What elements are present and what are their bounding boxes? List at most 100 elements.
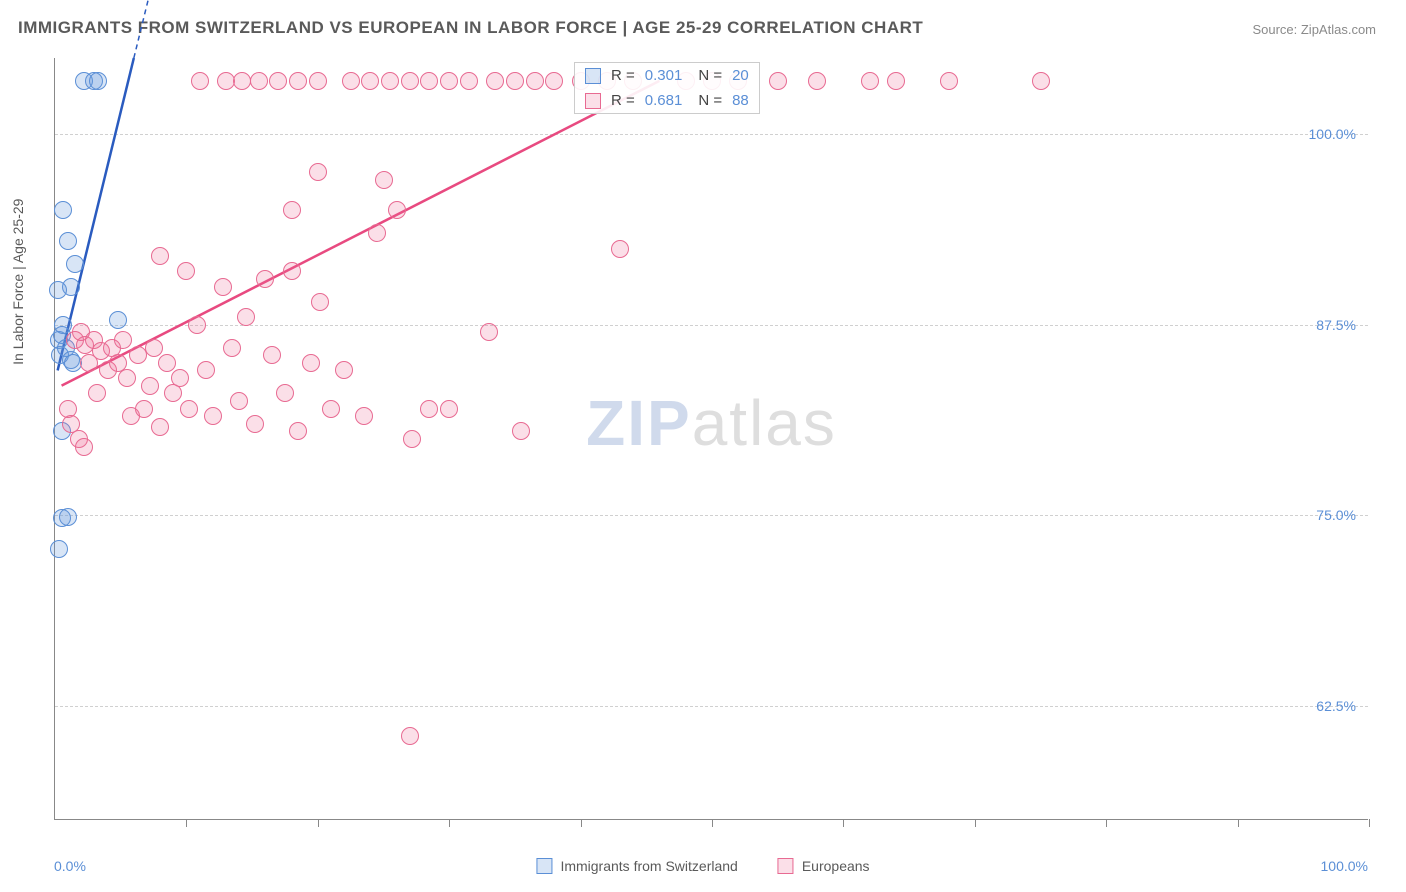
euro-point bbox=[250, 72, 268, 90]
x-tick bbox=[843, 819, 844, 827]
legend-label: Europeans bbox=[802, 858, 870, 874]
watermark-rest: atlas bbox=[692, 387, 837, 459]
euro-point bbox=[180, 400, 198, 418]
swiss-point bbox=[54, 201, 72, 219]
swiss-point bbox=[89, 72, 107, 90]
euro-point bbox=[381, 72, 399, 90]
euro-point bbox=[88, 384, 106, 402]
euro-point bbox=[309, 72, 327, 90]
euro-point bbox=[246, 415, 264, 433]
euro-point bbox=[486, 72, 504, 90]
legend-item: Europeans bbox=[778, 858, 870, 874]
x-tick bbox=[581, 819, 582, 827]
gridline bbox=[55, 134, 1368, 135]
euro-point bbox=[151, 418, 169, 436]
euro-point bbox=[197, 361, 215, 379]
euro-point bbox=[403, 430, 421, 448]
source-attribution: Source: ZipAtlas.com bbox=[1252, 22, 1376, 37]
euro-point bbox=[289, 422, 307, 440]
euro-point bbox=[283, 262, 301, 280]
plot-area: 100.0%87.5%75.0%62.5% ZIPatlas R = 0.301… bbox=[54, 58, 1368, 820]
euro-point bbox=[237, 308, 255, 326]
correlation-stats-box: R = 0.301 N = 20R = 0.681 N = 88 bbox=[574, 62, 760, 114]
euro-point bbox=[214, 278, 232, 296]
legend-label: Immigrants from Switzerland bbox=[560, 858, 737, 874]
euro-point bbox=[388, 201, 406, 219]
x-tick bbox=[318, 819, 319, 827]
y-tick-label: 87.5% bbox=[1316, 317, 1356, 333]
x-tick bbox=[1238, 819, 1239, 827]
swiss-point bbox=[50, 540, 68, 558]
legend-swatch bbox=[536, 858, 552, 874]
euro-point bbox=[440, 72, 458, 90]
legend: Immigrants from Switzerland Europeans bbox=[536, 858, 869, 874]
euro-point bbox=[141, 377, 159, 395]
x-tick bbox=[975, 819, 976, 827]
euro-point bbox=[263, 346, 281, 364]
euro-point bbox=[401, 727, 419, 745]
y-tick-label: 75.0% bbox=[1316, 507, 1356, 523]
euro-point bbox=[420, 400, 438, 418]
euro-point bbox=[545, 72, 563, 90]
stats-r-value: 0.681 bbox=[645, 92, 683, 109]
y-tick-label: 62.5% bbox=[1316, 698, 1356, 714]
euro-point bbox=[460, 72, 478, 90]
euro-point bbox=[276, 384, 294, 402]
euro-point bbox=[191, 72, 209, 90]
euro-point bbox=[322, 400, 340, 418]
euro-point bbox=[151, 247, 169, 265]
swiss-point bbox=[59, 508, 77, 526]
euro-point bbox=[512, 422, 530, 440]
euro-point bbox=[302, 354, 320, 372]
y-axis-title: In Labor Force | Age 25-29 bbox=[10, 199, 26, 365]
euro-point bbox=[256, 270, 274, 288]
euro-point bbox=[188, 316, 206, 334]
swiss-point bbox=[66, 255, 84, 273]
stats-n-label: N = bbox=[698, 92, 722, 109]
euro-point bbox=[289, 72, 307, 90]
x-tick bbox=[1369, 819, 1370, 827]
euro-point bbox=[420, 72, 438, 90]
euro-point bbox=[769, 72, 787, 90]
stats-swatch bbox=[585, 68, 601, 84]
euro-point bbox=[342, 72, 360, 90]
legend-item: Immigrants from Switzerland bbox=[536, 858, 737, 874]
gridline bbox=[55, 706, 1368, 707]
euro-point bbox=[887, 72, 905, 90]
euro-point bbox=[158, 354, 176, 372]
swiss-point bbox=[49, 281, 67, 299]
x-tick bbox=[1106, 819, 1107, 827]
euro-point bbox=[440, 400, 458, 418]
euro-point bbox=[375, 171, 393, 189]
euro-point bbox=[177, 262, 195, 280]
euro-point bbox=[368, 224, 386, 242]
gridline bbox=[55, 515, 1368, 516]
euro-point bbox=[230, 392, 248, 410]
gridline bbox=[55, 325, 1368, 326]
euro-point bbox=[204, 407, 222, 425]
swiss-point bbox=[54, 316, 72, 334]
euro-point bbox=[283, 201, 301, 219]
euro-point bbox=[861, 72, 879, 90]
euro-point bbox=[145, 339, 163, 357]
chart-title: IMMIGRANTS FROM SWITZERLAND VS EUROPEAN … bbox=[18, 18, 923, 38]
x-axis-min-label: 0.0% bbox=[54, 858, 86, 874]
stats-r-label: R = bbox=[611, 92, 635, 109]
x-tick bbox=[712, 819, 713, 827]
euro-point bbox=[506, 72, 524, 90]
euro-point bbox=[335, 361, 353, 379]
stats-row-swiss: R = 0.301 N = 20 bbox=[575, 63, 759, 88]
euro-point bbox=[808, 72, 826, 90]
stats-n-value: 20 bbox=[732, 67, 749, 84]
euro-point bbox=[233, 72, 251, 90]
euro-point bbox=[526, 72, 544, 90]
swiss-point bbox=[109, 311, 127, 329]
euro-point bbox=[940, 72, 958, 90]
euro-point bbox=[135, 400, 153, 418]
euro-point bbox=[480, 323, 498, 341]
euro-point bbox=[1032, 72, 1050, 90]
stats-r-value: 0.301 bbox=[645, 67, 683, 84]
euro-point bbox=[269, 72, 287, 90]
euro-point bbox=[311, 293, 329, 311]
x-axis-max-label: 100.0% bbox=[1321, 858, 1368, 874]
